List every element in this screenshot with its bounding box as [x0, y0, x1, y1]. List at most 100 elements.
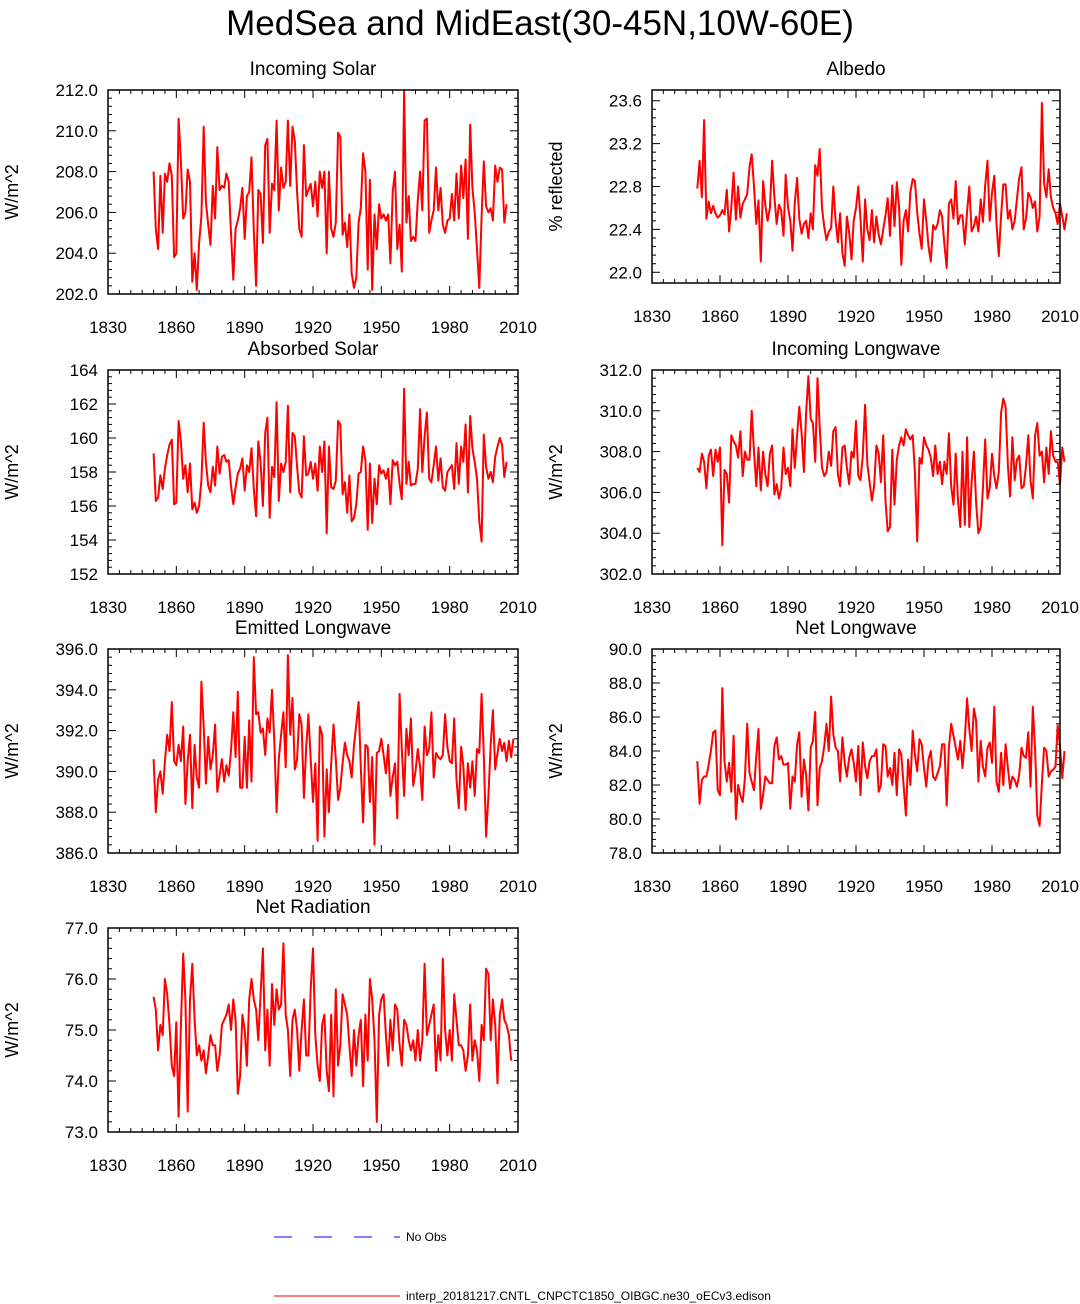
panel-incoming-longwave: Incoming Longwave 1830 1860 1890 1920 1950 198… — [546, 339, 1079, 617]
y-tick-label: 154 — [70, 531, 98, 550]
panel-title: Incoming Longwave — [772, 339, 941, 360]
y-axis-label: W/m^2 — [2, 444, 22, 499]
y-axis-label: W/m^2 — [2, 164, 22, 219]
y-tick-label: 312.0 — [599, 361, 642, 380]
x-tick-label: 1920 — [294, 1156, 332, 1175]
x-tick-label: 1980 — [973, 877, 1011, 896]
x-tick-label: 1830 — [633, 598, 671, 617]
y-tick-label: 76.0 — [65, 970, 98, 989]
plot-frame — [651, 89, 1061, 284]
x-tick-label: 1890 — [769, 598, 807, 617]
y-tick-label: 152 — [70, 565, 98, 584]
y-tick-label: 90.0 — [609, 640, 642, 659]
y-tick-label: 310.0 — [599, 402, 642, 421]
x-tick-label: 1830 — [89, 877, 127, 896]
x-tick-label: 1920 — [294, 598, 332, 617]
y-tick-label: 396.0 — [55, 640, 98, 659]
y-tick-label: 210.0 — [55, 122, 98, 141]
plot-frame — [107, 369, 519, 575]
y-tick-label: 75.0 — [65, 1021, 98, 1040]
x-tick-label: 2010 — [499, 877, 537, 896]
x-tick-label: 1950 — [362, 598, 400, 617]
y-tick-label: 78.0 — [609, 844, 642, 863]
x-tick-label: 1890 — [769, 877, 807, 896]
series-line-emitted-longwave — [152, 654, 515, 846]
x-tick-label: 1980 — [431, 598, 469, 617]
y-tick-label: 302.0 — [599, 565, 642, 584]
y-tick-label: 86.0 — [609, 708, 642, 727]
panel-absorbed-solar: Absorbed Solar 1830 1860 1890 1920 1950 1980 20… — [2, 339, 537, 617]
y-tick-label: 22.8 — [609, 178, 642, 197]
x-tick-label: 1890 — [226, 1156, 264, 1175]
x-tick-label: 1860 — [701, 598, 739, 617]
x-tick-label: 1890 — [226, 877, 264, 896]
x-tick-label: 1920 — [294, 318, 332, 337]
y-tick-label: 73.0 — [65, 1123, 98, 1142]
y-tick-label: 80.0 — [609, 810, 642, 829]
figure-title: MedSea and MidEast(30-45N,10W-60E) — [226, 4, 854, 43]
y-tick-label: 22.4 — [609, 220, 642, 239]
x-tick-label: 1920 — [837, 877, 875, 896]
x-tick-label: 1830 — [633, 307, 671, 326]
x-tick-label: 1980 — [431, 877, 469, 896]
y-tick-label: 390.0 — [55, 762, 98, 781]
x-tick-label: 1980 — [973, 307, 1011, 326]
x-tick-label: 2010 — [499, 1156, 537, 1175]
y-tick-label: 394.0 — [55, 681, 98, 700]
series-line-net-longwave — [696, 687, 1066, 827]
panel-title: Net Radiation — [255, 897, 370, 918]
x-tick-label: 1860 — [701, 877, 739, 896]
series-line-incoming-solar — [152, 89, 508, 291]
x-tick-label: 1980 — [973, 598, 1011, 617]
y-tick-label: 386.0 — [55, 844, 98, 863]
x-tick-label: 1920 — [837, 307, 875, 326]
x-tick-label: 1830 — [89, 1156, 127, 1175]
y-axis-label: W/m^2 — [546, 723, 566, 778]
y-tick-label: 158 — [70, 463, 98, 482]
x-tick-label: 1890 — [226, 598, 264, 617]
x-tick-label: 1950 — [905, 877, 943, 896]
series-line-albedo — [696, 101, 1068, 269]
y-tick-label: 74.0 — [65, 1072, 98, 1091]
panel-title: Incoming Solar — [250, 59, 377, 80]
x-tick-label: 1950 — [362, 318, 400, 337]
x-tick-label: 1860 — [701, 307, 739, 326]
y-tick-label: 164 — [70, 361, 98, 380]
panel-title: Emitted Longwave — [235, 618, 391, 639]
y-axis-label: W/m^2 — [2, 1002, 22, 1057]
plot-frame — [651, 648, 1061, 854]
legend: No Obs interp_20181217.CNTL_CNPCTC1850_OI… — [274, 1230, 771, 1303]
x-tick-label: 1860 — [157, 877, 195, 896]
x-tick-label: 2010 — [499, 318, 537, 337]
y-tick-label: 388.0 — [55, 803, 98, 822]
y-axis-label: W/m^2 — [2, 723, 22, 778]
y-tick-label: 392.0 — [55, 722, 98, 741]
y-tick-label: 22.0 — [609, 263, 642, 282]
y-tick-label: 208.0 — [55, 163, 98, 182]
y-tick-label: 84.0 — [609, 742, 642, 761]
x-tick-label: 1980 — [431, 318, 469, 337]
series-line-absorbed-solar — [152, 387, 508, 543]
x-tick-label: 2010 — [1041, 307, 1079, 326]
panel-title: Absorbed Solar — [248, 339, 380, 360]
panel-title: Net Longwave — [795, 618, 916, 639]
x-tick-label: 1980 — [431, 1156, 469, 1175]
panel-net-longwave: Net Longwave 1830 1860 1890 1920 1950 1980 2010… — [546, 618, 1079, 896]
x-tick-label: 1830 — [633, 877, 671, 896]
x-tick-label: 1950 — [362, 877, 400, 896]
x-tick-label: 1950 — [905, 598, 943, 617]
panel-emitted-longwave: Emitted Longwave 1830 1860 1890 1920 1950 1980… — [2, 618, 537, 896]
panel-albedo: Albedo 1830 1860 1890 1920 1950 1980 2010 22.0 22… — [546, 59, 1079, 326]
y-tick-label: 202.0 — [55, 285, 98, 304]
y-tick-label: 82.0 — [609, 776, 642, 795]
x-tick-label: 1860 — [157, 1156, 195, 1175]
y-tick-label: 162 — [70, 395, 98, 414]
x-tick-label: 1920 — [294, 877, 332, 896]
y-tick-label: 206.0 — [55, 203, 98, 222]
x-tick-label: 1950 — [905, 307, 943, 326]
panel-net-radiation: Net Radiation 1830 1860 1890 1920 1950 1980 201… — [2, 897, 537, 1175]
x-tick-label: 2010 — [1041, 598, 1079, 617]
legend-obs-label: No Obs — [406, 1230, 447, 1244]
panel-title: Albedo — [826, 59, 885, 80]
